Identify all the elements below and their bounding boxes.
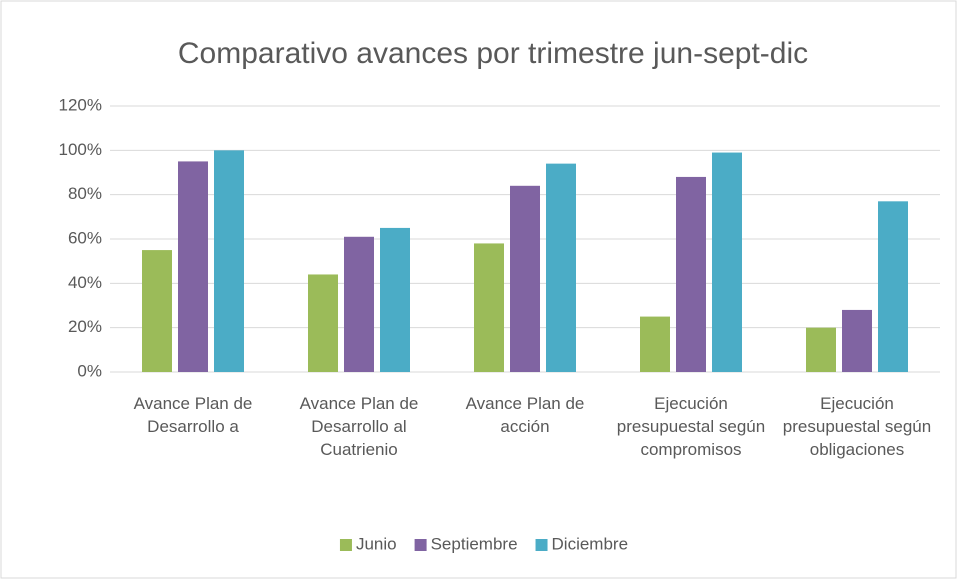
y-tick-label: 40% — [68, 273, 102, 292]
bar — [380, 227, 410, 372]
y-tick-label: 0% — [77, 361, 102, 380]
legend-swatch — [535, 539, 548, 551]
bar — [142, 250, 172, 372]
y-tick-label: 100% — [59, 140, 102, 159]
chart-title: Comparativo avances por trimestre jun-se… — [178, 37, 808, 70]
y-tick-label: 20% — [68, 317, 102, 336]
x-tick-label: Ejecución presupuestal según compromisos — [616, 394, 766, 459]
bar — [676, 176, 706, 372]
x-tick-label: Avance Plan de acción — [465, 394, 585, 436]
bar — [214, 150, 244, 372]
bar — [842, 309, 872, 372]
x-tick-label: Avance Plan de Desarrollo al Cuatrienio — [299, 394, 419, 459]
y-tick-label: 60% — [68, 228, 102, 247]
bar — [712, 152, 742, 372]
legend-swatch — [414, 539, 427, 551]
legend-label: Septiembre — [431, 534, 518, 553]
legend-swatch — [339, 539, 352, 551]
y-tick-label: 120% — [59, 95, 102, 114]
bar — [344, 236, 374, 372]
bar — [178, 161, 208, 372]
bar — [640, 316, 670, 372]
y-tick-label: 80% — [68, 184, 102, 203]
bar — [308, 274, 338, 372]
bar — [806, 327, 836, 372]
x-tick-label: Ejecución presupuestal según obligacione… — [782, 394, 932, 459]
x-tick-label: Avance Plan de Desarrollo a — [133, 394, 253, 436]
legend-label: Diciembre — [552, 534, 629, 553]
bar — [474, 243, 504, 372]
bar — [878, 201, 908, 372]
bar — [546, 163, 576, 372]
legend-label: Junio — [356, 534, 397, 553]
bar — [510, 185, 540, 372]
